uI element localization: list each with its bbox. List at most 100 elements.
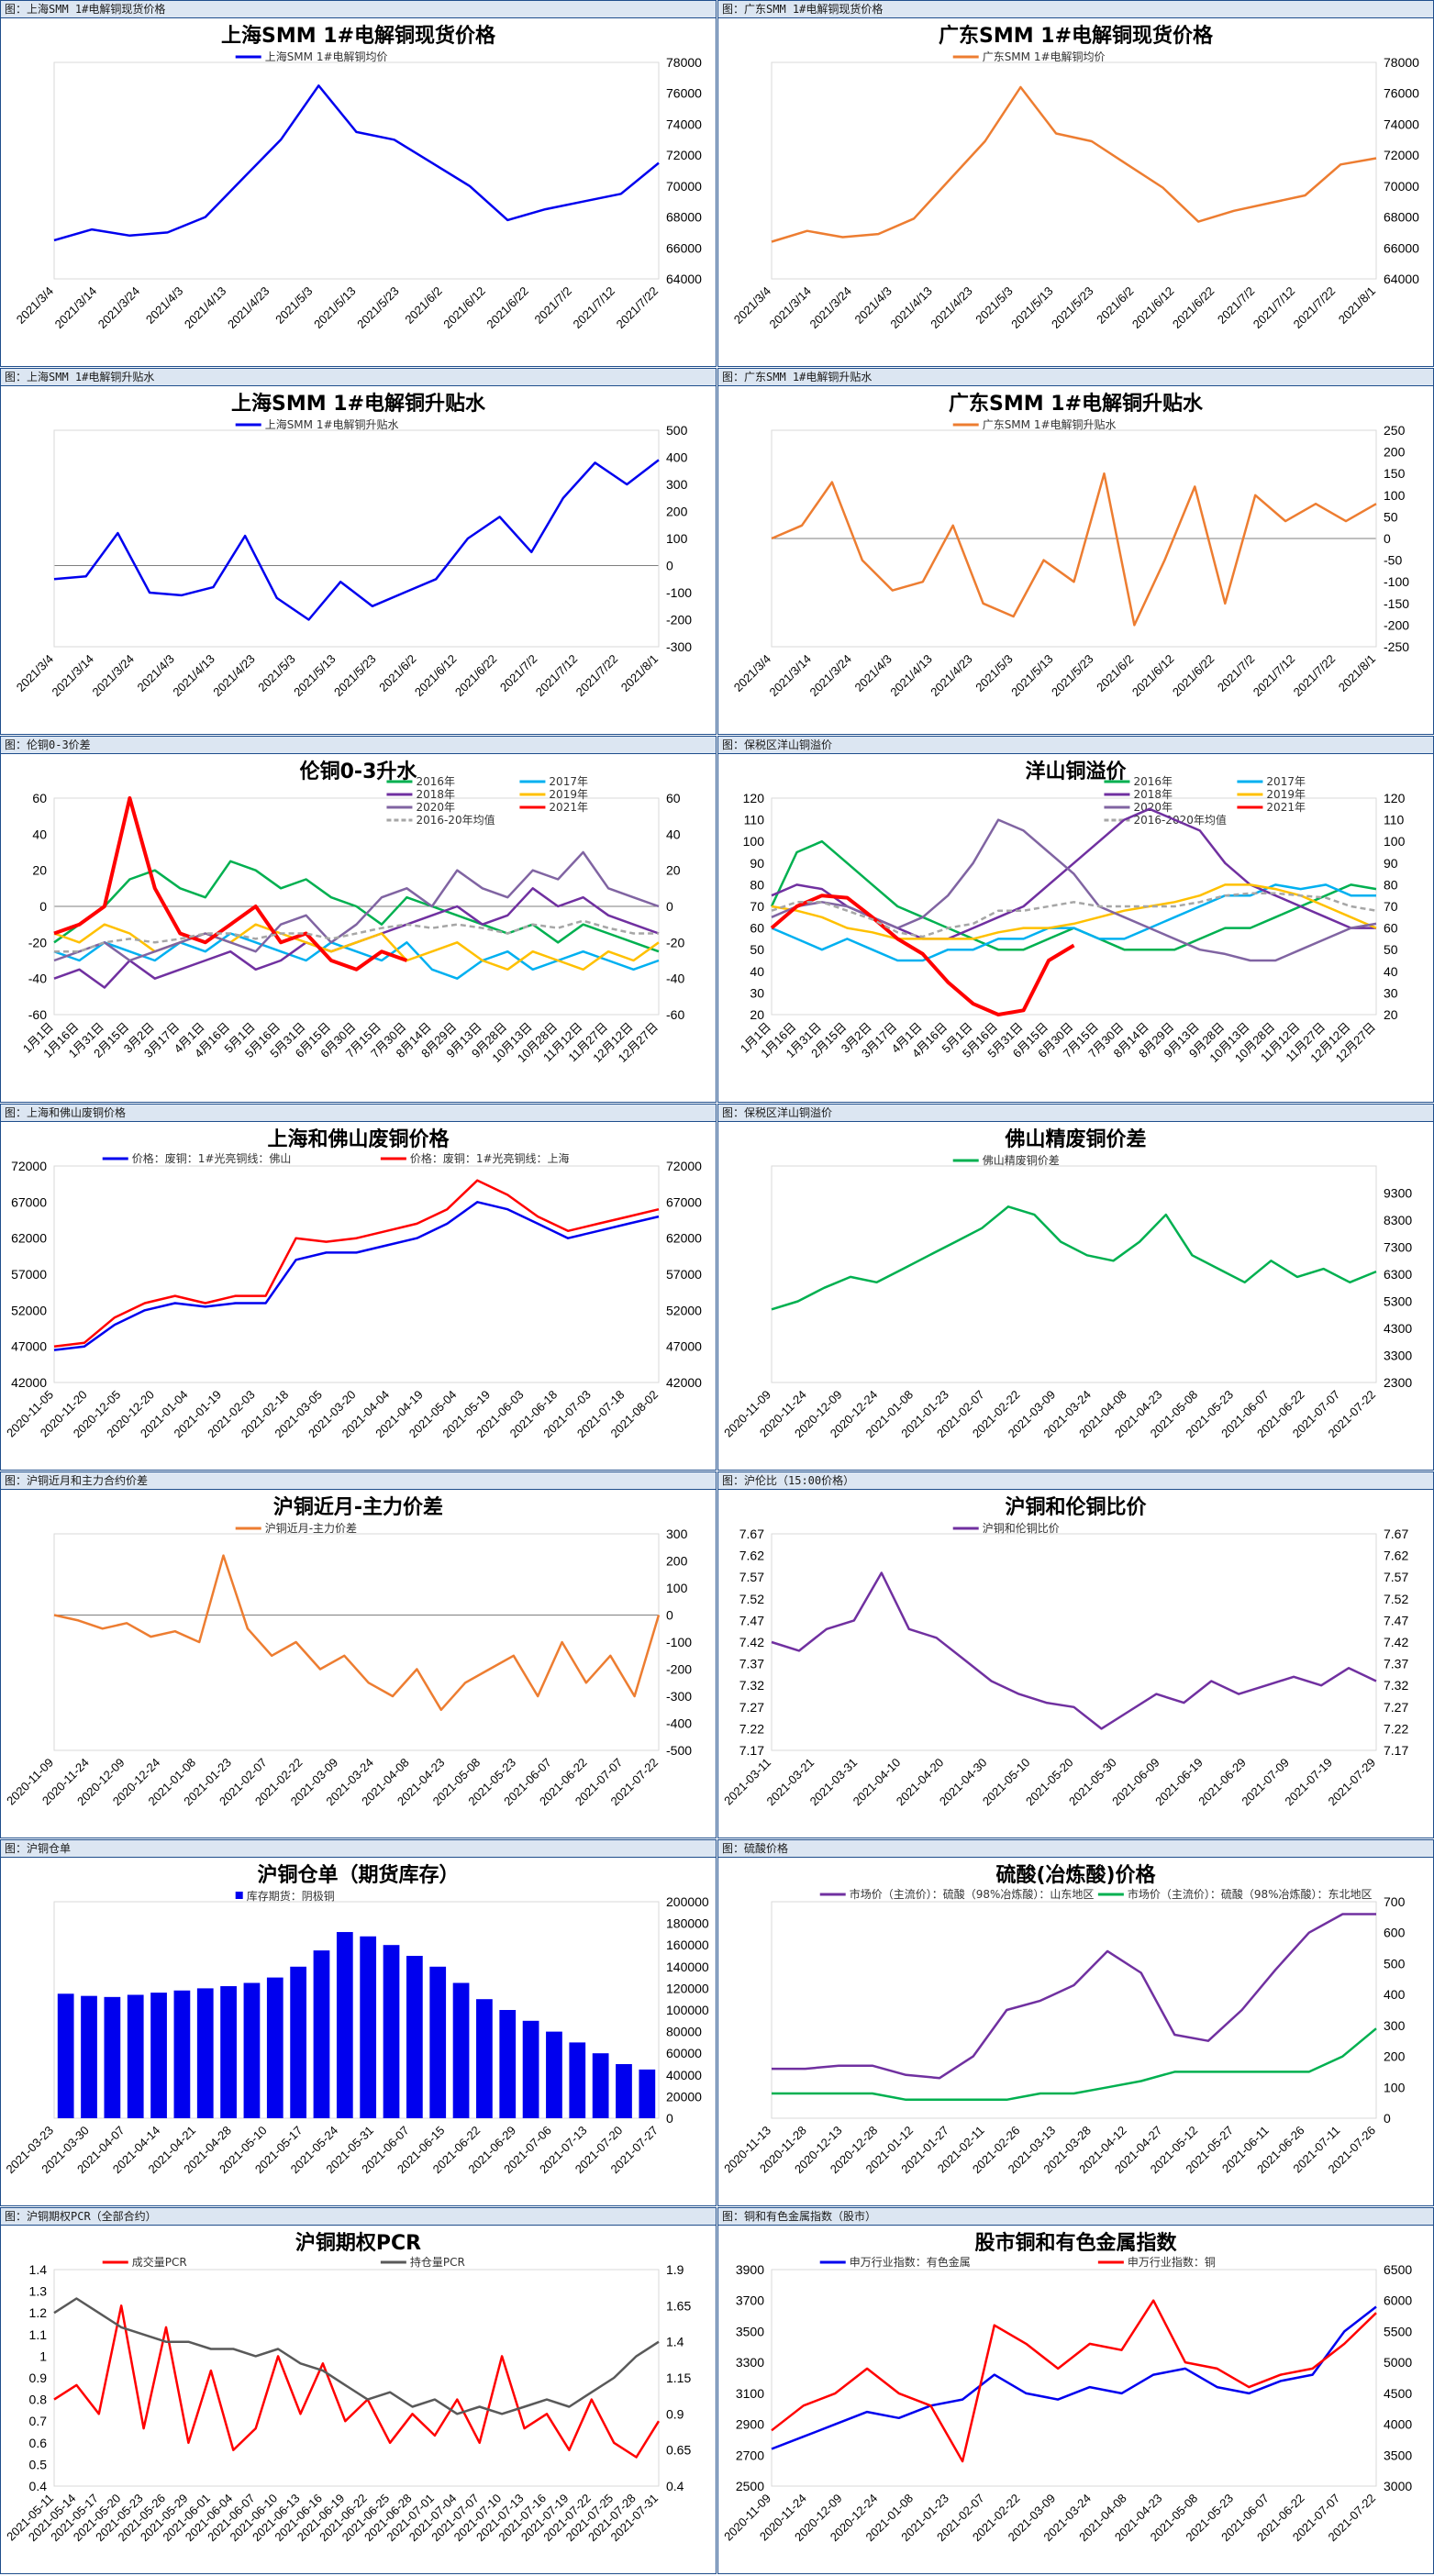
- y-tick-label: 5000: [1384, 2355, 1412, 2370]
- y2-tick-label: 0.4: [29, 2479, 48, 2493]
- y-tick-label: 250: [1384, 423, 1406, 438]
- y-tick-label: 60: [1384, 921, 1398, 936]
- plot-area: [53, 1901, 660, 2119]
- bar: [360, 1936, 377, 2118]
- y-tick-label-left: 40: [750, 964, 764, 979]
- y-tick-label: 200: [1384, 445, 1406, 460]
- y-tick-label: -200: [666, 613, 692, 627]
- y-tick-label-left: 42000: [11, 1375, 47, 1390]
- legend-label: 上海SMM 1#电解铜均价: [265, 50, 388, 63]
- legend-label: 2020年: [416, 801, 455, 814]
- y2-tick-label: 1: [39, 2348, 47, 2363]
- series-line: [53, 850, 660, 962]
- bar: [569, 2042, 586, 2118]
- legend-label: 2016年: [416, 775, 455, 788]
- series-line: [53, 1554, 661, 1712]
- x-tick-label: 2021/3/14: [767, 652, 815, 700]
- y-tick-label: 180000: [666, 1916, 709, 1931]
- x-tick-label: 2021/7/12: [1251, 284, 1298, 332]
- x-tick-label: 2021/3/24: [806, 284, 854, 332]
- chart-svg: 伦铜0-3升水-60-40-200204060-60-40-2002040601…: [20, 760, 685, 1065]
- series-line: [53, 2304, 661, 2459]
- x-tick-label: 2021/4/13: [887, 284, 935, 332]
- bar: [104, 1996, 121, 2118]
- y-tick-label: 0: [1384, 531, 1391, 546]
- series-line: [771, 1571, 1377, 1730]
- y-tick-label: 5500: [1384, 2324, 1412, 2338]
- series-line: [771, 472, 1377, 627]
- series-line: [53, 2297, 660, 2415]
- legend-label: 2021年: [549, 801, 588, 814]
- series-line: [53, 796, 408, 972]
- chart-svg: 沪铜仓单（期货库存） 0 20000 40000 60000 80000 100000 120…: [3, 1863, 709, 2176]
- y-tick-label-left: 110: [744, 813, 765, 827]
- plot-area: [53, 1533, 660, 1751]
- y-tick-label: -20: [666, 935, 684, 949]
- series-line: [771, 818, 1377, 962]
- bar: [592, 2053, 609, 2118]
- legend-label: 2016年: [1133, 775, 1173, 788]
- x-tick-label: 2021/7/12: [533, 652, 581, 700]
- x-tick-label: 2021/3/24: [89, 652, 137, 700]
- y-tick-label: 78000: [1384, 55, 1419, 70]
- legend-label: 申万行业指数：有色金属: [850, 2255, 971, 2269]
- y-tick-label: 0.4: [666, 2479, 684, 2493]
- y2-tick-label: 1.3: [29, 2284, 48, 2299]
- chart-svg: 佛山精废铜价差230033004300530063007300830093002…: [721, 1127, 1412, 1440]
- y-tick-label-left: 67000: [11, 1194, 47, 1209]
- y-tick-label: 1.15: [666, 2371, 691, 2385]
- panel-header: 图：沪伦比（15:00价格）: [718, 1472, 1433, 1490]
- y-tick-label: -300: [666, 639, 692, 654]
- y-tick-label-left: 100: [743, 834, 765, 849]
- y-tick-label: 68000: [1384, 210, 1419, 225]
- y-tick-label: 200: [666, 505, 688, 519]
- y-tick-label-left: 90: [750, 856, 764, 871]
- series-line: [53, 860, 660, 953]
- y-tick-label: 47000: [666, 1339, 702, 1354]
- y-tick-label: 100: [666, 1581, 688, 1595]
- plot-area: [53, 61, 660, 280]
- series-line: [771, 2299, 1377, 2463]
- y-tick-label: 9300: [1384, 1186, 1412, 1201]
- series-line: [53, 923, 660, 972]
- chart-panel: 图：硫酸价格 硫酸(冶炼酸)价格 0 100 200 300 400 500 600 700 202…: [717, 1839, 1434, 2206]
- series-line: [53, 1201, 660, 1351]
- chart-title: 股市铜和有色金属指数: [974, 2231, 1177, 2255]
- legend-label: 申万行业指数：铜: [1128, 2255, 1216, 2269]
- y-tick-label-left: 120: [743, 791, 765, 805]
- panel-header: 图：保税区洋山铜溢价: [718, 737, 1433, 754]
- y-tick-label: 7.42: [1384, 1635, 1408, 1649]
- plot-area: [53, 1165, 660, 1383]
- x-tick-label: 2021/4/13: [887, 652, 935, 700]
- y-tick-label: -150: [1384, 596, 1409, 611]
- chart-panel: 图：沪铜期权PCR（全部合约） 沪铜期权PCR 0.4 0.65 0.9 1.15 1.4 1…: [0, 2207, 717, 2574]
- y-tick-label: 70: [1384, 899, 1398, 914]
- legend-label: 成交量PCR: [132, 2255, 187, 2269]
- bar: [406, 1956, 423, 2118]
- series-line: [770, 894, 1075, 1016]
- chart-title: 佛山精废铜价差: [1004, 1127, 1146, 1151]
- chart-panel: 图：铜和有色金属指数（股市） 股市铜和有色金属指数 3000 3500 4000 4500…: [717, 2207, 1434, 2574]
- series-line: [770, 839, 1377, 951]
- y-tick-label-left: 57000: [11, 1267, 47, 1282]
- bar: [499, 2010, 517, 2118]
- series-line: [53, 84, 660, 242]
- y-tick-label-left: 7.22: [739, 1721, 764, 1736]
- y-tick-label: 76000: [666, 86, 702, 101]
- panel-header: 图：上海SMM 1#电解铜升贴水: [1, 369, 716, 386]
- y2-tick-label: 2900: [736, 2417, 764, 2432]
- x-tick-label: 2021/5/23: [354, 284, 402, 332]
- y-tick-label: 2300: [1384, 1375, 1412, 1390]
- y-tick-label: 100000: [666, 2003, 709, 2017]
- x-tick-label: 2021/6/22: [1170, 284, 1217, 332]
- panel-header: 图：沪铜期权PCR（全部合约）: [1, 2208, 716, 2226]
- legend-label: 库存期货：阴极铜: [247, 1889, 335, 1903]
- y2-tick-label: 0.7: [29, 2414, 48, 2428]
- y-tick-label: 400: [1384, 1987, 1406, 2002]
- y-tick-label: 500: [1384, 1956, 1406, 1971]
- y-tick-label: -200: [666, 1662, 692, 1677]
- y-tick-label: 72000: [666, 1159, 702, 1173]
- x-tick-label: 2021/4/3: [143, 284, 185, 327]
- y-tick-label: 6300: [1384, 1267, 1412, 1282]
- panel-header: 图：上海SMM 1#电解铜现货价格: [1, 1, 716, 18]
